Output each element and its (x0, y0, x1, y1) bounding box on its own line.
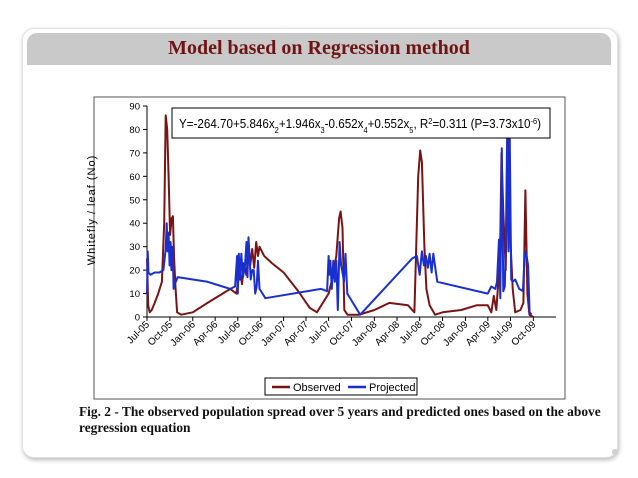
y-tick-label: 90 (129, 102, 140, 113)
equation-box (171, 107, 551, 139)
title-bar (27, 33, 611, 65)
y-axis-title: Whitefly / leaf (No) (86, 155, 98, 265)
y-tick-label: 80 (129, 125, 140, 136)
regression-equation: Y=-264.70+5.846x2+1.946x3-0.652x4+0.552x… (179, 117, 541, 135)
slide-indicator-dot (612, 449, 618, 455)
y-tick-label: 30 (129, 242, 140, 253)
y-tick-label: 60 (129, 172, 140, 183)
y-tick-label: 0 (135, 313, 140, 324)
series-line-observed (146, 114, 534, 318)
y-tick-label: 10 (129, 289, 140, 300)
y-tick-label: 40 (129, 219, 140, 230)
figure-caption: Fig. 2 - The observed population spread … (79, 404, 601, 435)
y-tick-label: 20 (129, 266, 140, 277)
legend-label-observed: Observed (293, 382, 341, 394)
legend-box (264, 377, 418, 396)
legend-label-projected: Projected (369, 382, 415, 394)
series-line-projected (146, 128, 533, 316)
slide-title: Model based on Regression method (168, 37, 470, 59)
y-tick-label: 50 (129, 195, 140, 206)
y-tick-label: 70 (129, 148, 140, 159)
